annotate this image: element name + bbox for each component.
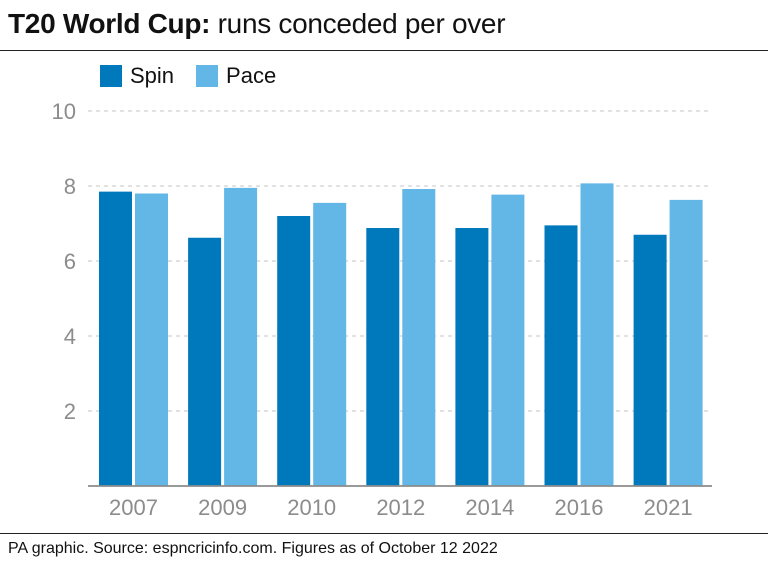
chart-title: T20 World Cup: runs conceded per over <box>8 6 506 42</box>
gridlines <box>88 110 712 412</box>
y-tick-labels: 2 4 6 8 10 <box>52 99 76 424</box>
bar-spin-2007 <box>99 191 132 486</box>
bar-pace-2021 <box>669 199 703 486</box>
x-tick-label: 2014 <box>465 495 514 520</box>
bar-spin-2009 <box>188 237 222 486</box>
source-note: PA graphic. Source: espncricinfo.com. Fi… <box>8 540 498 557</box>
y-tick-label: 4 <box>64 324 76 349</box>
chart-title-bold: T20 World Cup: <box>8 8 211 39</box>
x-tick-label: 2010 <box>287 495 336 520</box>
legend: Spin Pace <box>100 62 298 90</box>
x-tick-label: 2007 <box>109 495 158 520</box>
x-tick-label: 2021 <box>644 495 693 520</box>
bar-spin-2012 <box>366 228 400 486</box>
bar-spin-2016 <box>544 225 578 486</box>
bar-pace-2012 <box>402 189 436 486</box>
legend-item-spin: Spin <box>100 62 174 90</box>
bar-spin-2014 <box>455 228 489 486</box>
footer-divider <box>0 533 768 534</box>
bar-spin-2021 <box>633 234 667 486</box>
bar-pace-2007 <box>135 193 168 486</box>
y-tick-label: 8 <box>64 174 76 199</box>
bar-pace-2009 <box>224 187 258 486</box>
x-tick-label: 2016 <box>555 495 604 520</box>
legend-swatch-pace <box>196 65 219 87</box>
chart-title-rest: runs conceded per over <box>210 8 506 39</box>
y-tick-label: 2 <box>64 399 76 424</box>
x-tick-label: 2012 <box>376 495 425 520</box>
bar-pace-2016 <box>580 183 614 486</box>
y-tick-label: 10 <box>52 99 76 124</box>
legend-label-spin: Spin <box>130 63 175 88</box>
bars <box>99 183 703 486</box>
legend-swatch-spin <box>100 65 122 87</box>
bar-pace-2014 <box>491 194 525 486</box>
bar-pace-2010 <box>313 202 347 486</box>
x-tick-labels: 2007 2009 2010 2012 2014 2016 2021 <box>109 495 693 520</box>
legend-label-pace: Pace <box>226 63 277 88</box>
y-tick-label: 6 <box>64 249 76 274</box>
bar-spin-2010 <box>277 216 311 486</box>
x-tick-label: 2009 <box>198 495 247 520</box>
legend-item-pace: Pace <box>196 62 276 90</box>
title-divider <box>0 50 768 51</box>
